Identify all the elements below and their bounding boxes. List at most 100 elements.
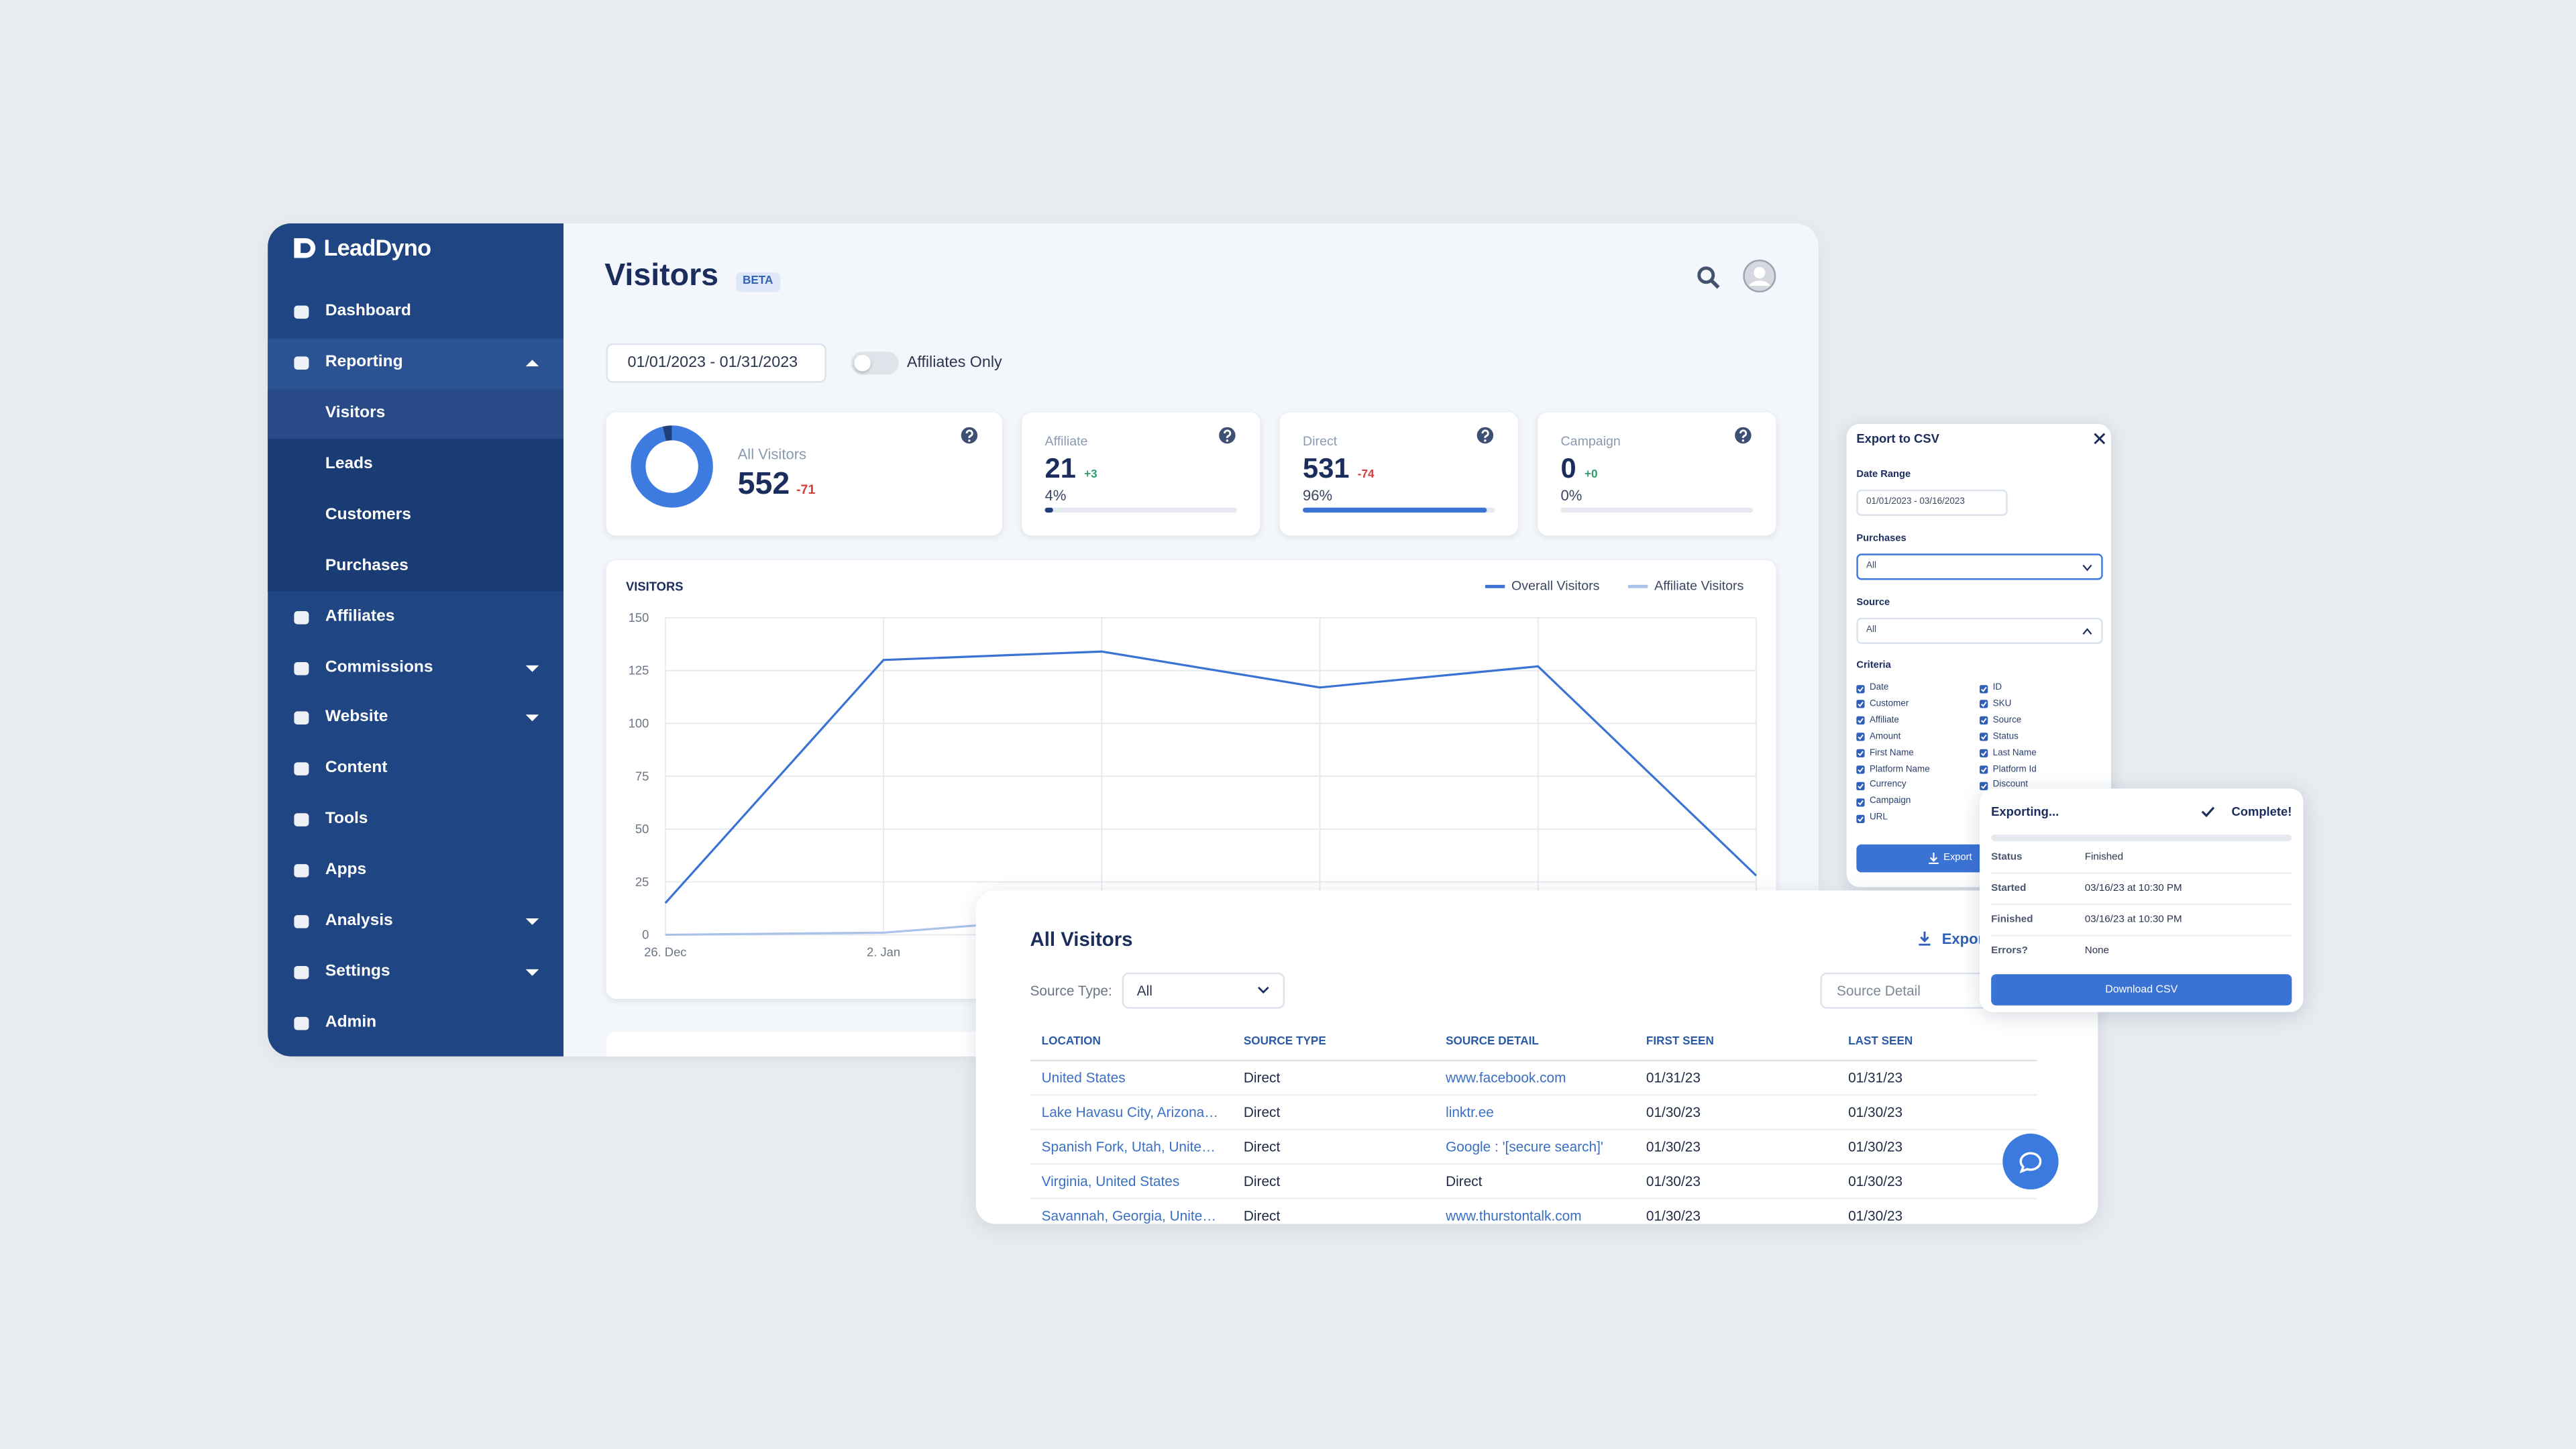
progress-fill <box>1044 507 1053 513</box>
nav-item[interactable]: Tools <box>325 810 368 829</box>
table-title: All Visitors <box>1030 928 1133 951</box>
progress-fill <box>1303 507 1488 513</box>
card-value: 552 <box>737 467 790 502</box>
card-value: 21 <box>1044 453 1076 484</box>
table-cell[interactable]: Spanish Fork, Utah, Unite… <box>1041 1138 1216 1155</box>
table-cell: 01/30/23 <box>1646 1138 1701 1155</box>
status-rule <box>1991 903 2292 906</box>
table-cell[interactable]: United States <box>1041 1069 1126 1086</box>
chat-glyph <box>2019 1152 2042 1174</box>
nav-item[interactable]: Leads <box>325 454 373 473</box>
criteria-label: ID <box>1992 683 2002 693</box>
nav-item[interactable]: Affiliates <box>325 607 395 626</box>
card-label: Direct <box>1303 434 1338 449</box>
download-button-label[interactable]: Download CSV <box>2105 983 2178 996</box>
field-label: Purchases <box>1856 534 1907 545</box>
y-tick-label: 75 <box>635 769 649 783</box>
table-cell[interactable]: Lake Havasu City, Arizona… <box>1041 1104 1219 1120</box>
criteria-label: Date <box>1869 683 1889 693</box>
brand: LeadDyno <box>323 234 431 261</box>
table-cell: 01/30/23 <box>1848 1207 1903 1224</box>
nav-item[interactable]: Commissions <box>325 657 433 676</box>
nav-item[interactable]: Purchases <box>325 556 409 575</box>
field-input[interactable] <box>1856 617 2103 645</box>
checkbox-box <box>1856 765 1865 774</box>
checkbox <box>1856 733 1865 741</box>
filter-select[interactable] <box>1122 972 1285 1009</box>
table-cell: 01/30/23 <box>1646 1104 1701 1120</box>
table-cell: 01/30/23 <box>1646 1207 1701 1224</box>
date-range-input[interactable] <box>606 343 826 383</box>
card-value: 531 <box>1303 453 1350 484</box>
nav-icon <box>294 712 309 726</box>
column-header[interactable]: SOURCE TYPE <box>1243 1036 1326 1048</box>
check <box>1858 686 1864 692</box>
donut-segment <box>631 425 713 508</box>
criteria-label: Currency <box>1869 780 1907 791</box>
nav-item[interactable]: Settings <box>325 963 390 981</box>
select-caret <box>1257 986 1269 994</box>
status-rule <box>1991 872 2292 874</box>
checkbox <box>1980 700 1988 709</box>
table-cell[interactable]: Google : '[secure search]' <box>1446 1138 1603 1155</box>
close-glyph <box>2094 433 2106 445</box>
checkbox <box>1856 716 1865 725</box>
checkbox-box <box>1856 782 1865 790</box>
card-value-row: 0 +0 <box>1561 453 1598 486</box>
field-label: Date Range <box>1856 470 1911 481</box>
y-tick-label: 0 <box>642 928 649 942</box>
x-tick-label: 26. Dec <box>644 945 686 959</box>
download-button[interactable] <box>1991 974 2292 1006</box>
table-cell[interactable]: Virginia, United States <box>1041 1173 1180 1189</box>
help-dot <box>1484 439 1487 442</box>
caret <box>1257 986 1269 994</box>
help-bg <box>1219 427 1236 444</box>
table-cell[interactable]: linktr.ee <box>1446 1104 1494 1120</box>
nav-item[interactable]: Visitors <box>325 404 386 423</box>
table-cell[interactable]: Savannah, Georgia, Unite… <box>1041 1207 1217 1224</box>
card-percent: 96% <box>1303 487 1333 504</box>
nav-item[interactable]: Content <box>325 759 388 778</box>
table-cell[interactable]: www.facebook.com <box>1446 1069 1566 1086</box>
column-header[interactable]: LAST SEEN <box>1848 1036 1913 1048</box>
status-rule <box>1991 934 2292 936</box>
checkbox <box>1980 733 1988 741</box>
check <box>1858 800 1864 806</box>
checkbox-box <box>1980 749 1988 758</box>
checkbox-box <box>1856 733 1865 741</box>
nav-item[interactable]: Dashboard <box>325 302 411 321</box>
search-icon <box>1697 266 1720 289</box>
nav-item[interactable]: Apps <box>325 861 367 879</box>
checkbox-box <box>1980 733 1988 741</box>
card-change: -74 <box>1357 469 1375 482</box>
nav-item[interactable]: Website <box>325 708 388 727</box>
caret <box>2082 564 2092 571</box>
checkbox <box>1856 814 1865 823</box>
check <box>1858 718 1864 724</box>
nav-item[interactable]: Reporting <box>325 353 403 372</box>
checkbox-box <box>1856 798 1865 806</box>
checkbox <box>1980 765 1988 774</box>
nav-item[interactable]: Admin <box>325 1014 377 1032</box>
export-icon <box>1919 931 1931 946</box>
field-input[interactable] <box>1856 553 2103 580</box>
checkbox <box>1980 716 1988 725</box>
column-header[interactable]: SOURCE DETAIL <box>1446 1036 1539 1048</box>
checkbox-box <box>1980 700 1988 709</box>
checkbox <box>1980 782 1988 790</box>
column-header[interactable]: LOCATION <box>1041 1036 1101 1048</box>
row-rule <box>1030 1128 2037 1130</box>
caret <box>525 715 539 722</box>
table-cell[interactable]: www.thurstontalk.com <box>1446 1207 1582 1224</box>
nav-item[interactable]: Customers <box>325 505 411 524</box>
row-rule <box>1030 1094 2037 1096</box>
status-label: Finished <box>1991 914 2033 926</box>
field-input[interactable] <box>1856 489 2008 516</box>
status-value: None <box>2084 945 2109 957</box>
checkbox-box <box>1980 716 1988 725</box>
check <box>1981 767 1987 773</box>
nav-item[interactable]: Analysis <box>325 912 393 930</box>
column-header[interactable]: FIRST SEEN <box>1646 1036 1714 1048</box>
beta-badge: BETA <box>736 272 780 293</box>
status-value: Finished <box>2084 851 2124 863</box>
